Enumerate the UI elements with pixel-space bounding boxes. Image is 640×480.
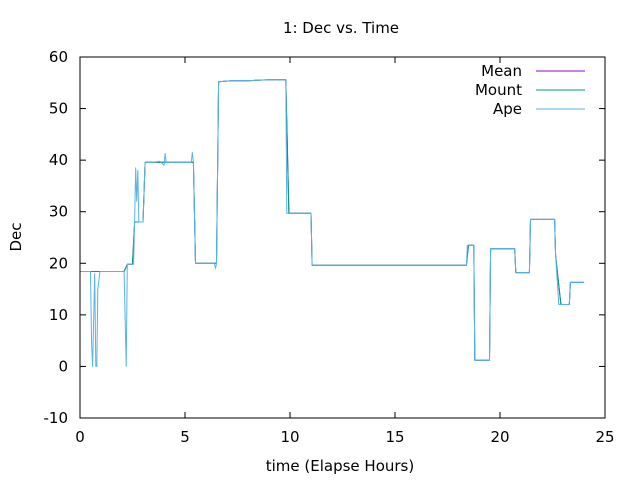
y-tick-label: 10 [49, 306, 68, 324]
x-tick-label: 25 [595, 428, 614, 446]
x-tick-label: 0 [75, 428, 85, 446]
axis-ticks: 0 5 10 15 20 25 -10 0 10 20 30 40 50 60 [44, 48, 615, 446]
x-tick-label: 5 [180, 428, 190, 446]
chart-title: 1: Dec vs. Time [283, 19, 399, 37]
x-tick-label: 20 [490, 428, 509, 446]
y-axis-label: Dec [7, 222, 25, 251]
series-lines [80, 79, 584, 367]
y-tick-label: 40 [49, 151, 68, 169]
y-tick-label: -10 [44, 409, 69, 427]
x-tick-label: 10 [280, 428, 299, 446]
legend-label-mount: Mount [475, 81, 522, 99]
y-tick-label: 20 [49, 254, 68, 272]
y-tick-label: 60 [49, 48, 68, 66]
y-tick-label: 50 [49, 100, 68, 118]
y-tick-label: 0 [58, 357, 68, 375]
legend-label-ape: Ape [493, 100, 522, 118]
x-tick-label: 15 [385, 428, 404, 446]
series-line-ape [80, 79, 584, 367]
y-tick-label: 30 [49, 203, 68, 221]
x-axis-label: time (Elapse Hours) [266, 457, 414, 475]
legend-label-mean: Mean [481, 62, 522, 80]
plot-border [79, 56, 606, 419]
